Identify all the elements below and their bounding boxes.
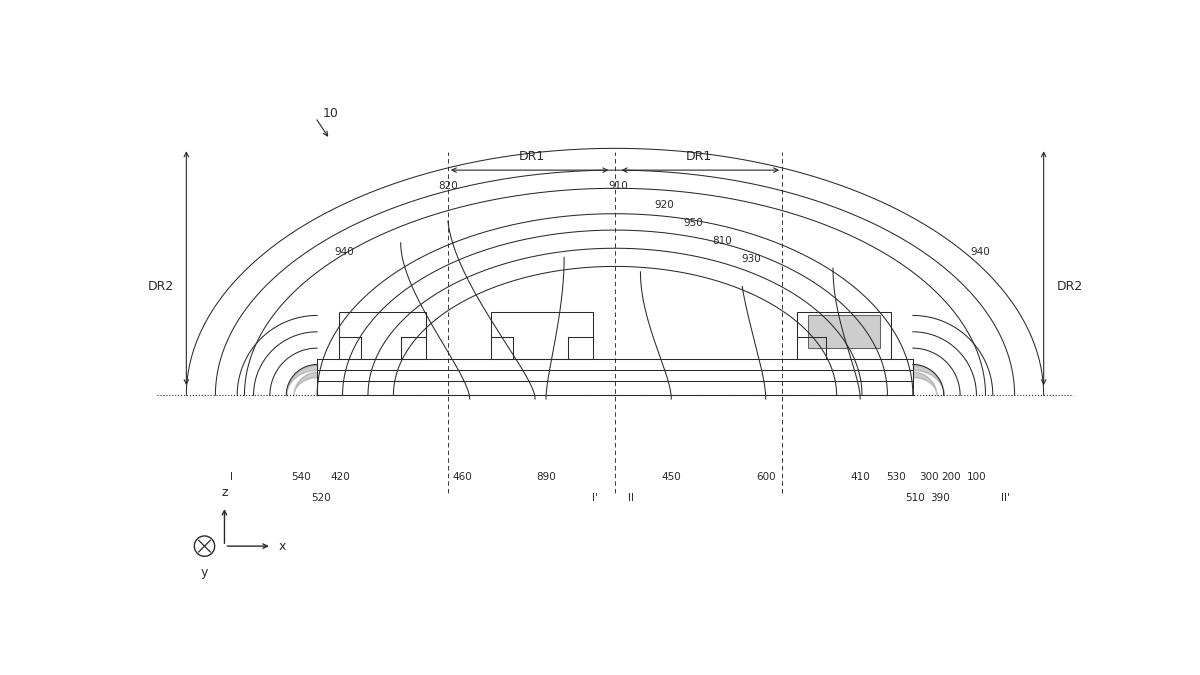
Text: 530: 530 <box>887 472 906 482</box>
Text: II': II' <box>1001 493 1010 504</box>
Bar <box>338 312 426 359</box>
Text: 510: 510 <box>905 493 924 504</box>
Bar <box>797 312 892 359</box>
Text: 920: 920 <box>654 200 674 210</box>
Text: DR2: DR2 <box>1056 280 1082 293</box>
Text: 600: 600 <box>756 472 775 482</box>
Text: 890: 890 <box>536 472 556 482</box>
Text: 420: 420 <box>331 472 350 482</box>
Text: 10: 10 <box>323 107 338 120</box>
Text: 460: 460 <box>452 472 473 482</box>
Text: I: I <box>230 472 233 482</box>
Text: 300: 300 <box>919 472 940 482</box>
Text: 930: 930 <box>742 254 761 264</box>
Text: I': I' <box>592 493 598 504</box>
Text: 910: 910 <box>608 182 629 192</box>
Text: 940: 940 <box>971 247 990 257</box>
Bar <box>492 312 593 359</box>
Text: DR1: DR1 <box>518 150 545 163</box>
Text: 820: 820 <box>438 182 457 192</box>
Text: 450: 450 <box>661 472 682 482</box>
Text: 410: 410 <box>851 472 870 482</box>
Text: 810: 810 <box>713 236 732 246</box>
Text: DR1: DR1 <box>685 150 712 163</box>
Text: z: z <box>221 486 228 499</box>
Bar <box>808 315 880 348</box>
Text: 100: 100 <box>967 472 986 482</box>
Text: II: II <box>629 493 635 504</box>
Text: 540: 540 <box>290 472 311 482</box>
Text: 200: 200 <box>941 472 961 482</box>
Text: 950: 950 <box>683 218 703 227</box>
Text: y: y <box>200 566 208 579</box>
Text: DR2: DR2 <box>148 280 174 293</box>
Text: 390: 390 <box>930 493 950 504</box>
Text: x: x <box>278 539 287 553</box>
Text: 520: 520 <box>311 493 331 504</box>
Text: 940: 940 <box>335 247 354 257</box>
